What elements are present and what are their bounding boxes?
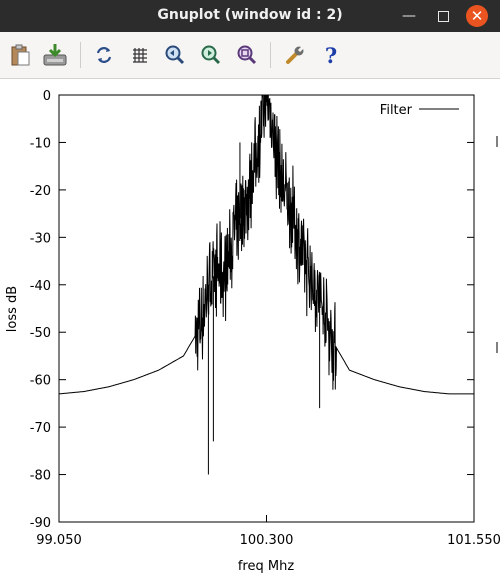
y-tick-label: -70 — [30, 421, 51, 436]
toolbar-separator — [270, 42, 271, 68]
clipboard-icon — [11, 44, 30, 66]
grid-icon — [133, 48, 147, 63]
y-tick-label: -60 — [30, 374, 51, 389]
maximize-icon — [437, 10, 449, 22]
y-axis-label: loss dB — [5, 286, 20, 332]
export-button[interactable] — [42, 42, 68, 68]
filter-response-chart[interactable]: 0 -10 -20 -30 -40 -50 -60 -70 -80 -90 99.050 100.3… — [0, 79, 500, 578]
y-tick-label: -40 — [30, 279, 51, 294]
replot-icon — [96, 47, 112, 63]
x-tick-label: 99.050 — [36, 533, 82, 548]
zoom-previous-button[interactable] — [162, 42, 188, 68]
maximize-button[interactable] — [432, 5, 454, 27]
help-button[interactable]: ? — [318, 42, 344, 68]
zoom-previous-icon — [165, 45, 185, 65]
replot-button[interactable] — [91, 42, 117, 68]
y-tick-label: 0 — [43, 89, 51, 104]
y-tick-label: -90 — [30, 516, 51, 531]
unzoom-button[interactable] — [234, 42, 260, 68]
y-tick-label: -20 — [30, 184, 51, 199]
plot-frame — [58, 94, 475, 523]
y-tick-label: -30 — [30, 231, 51, 246]
copy-to-clipboard-button[interactable] — [7, 42, 33, 68]
filter-series-line — [59, 94, 474, 395]
y-tick-label: -80 — [30, 469, 51, 484]
grid-button[interactable] — [127, 42, 153, 68]
y-tick-label: -50 — [30, 326, 51, 341]
close-icon: ✕ — [470, 7, 484, 25]
minimize-icon: — — [402, 8, 416, 24]
settings-button[interactable] — [282, 42, 308, 68]
unzoom-icon — [237, 45, 257, 65]
export-icon — [43, 44, 67, 66]
x-tick-label: 101.550 — [447, 533, 500, 548]
toolbar-separator — [80, 42, 81, 68]
minimize-button[interactable]: — — [398, 5, 420, 27]
window-title: Gnuplot (window id : 2) — [157, 7, 343, 23]
y-tick-label: -10 — [30, 136, 51, 151]
plot-area[interactable]: 0 -10 -20 -30 -40 -50 -60 -70 -80 -90 99.050 100.3… — [0, 79, 500, 578]
zoom-next-icon — [201, 45, 221, 65]
x-tick-label: 100.300 — [240, 533, 294, 548]
zoom-next-button[interactable] — [198, 42, 224, 68]
legend-label: Filter — [380, 103, 413, 118]
toolbar: ? — [0, 32, 500, 79]
title-bar[interactable]: Gnuplot (window id : 2) — ✕ — [0, 0, 500, 32]
help-icon: ? — [324, 42, 338, 68]
settings-icon — [286, 44, 306, 64]
close-button[interactable]: ✕ — [466, 5, 488, 27]
x-axis-label: freq Mhz — [238, 559, 294, 574]
